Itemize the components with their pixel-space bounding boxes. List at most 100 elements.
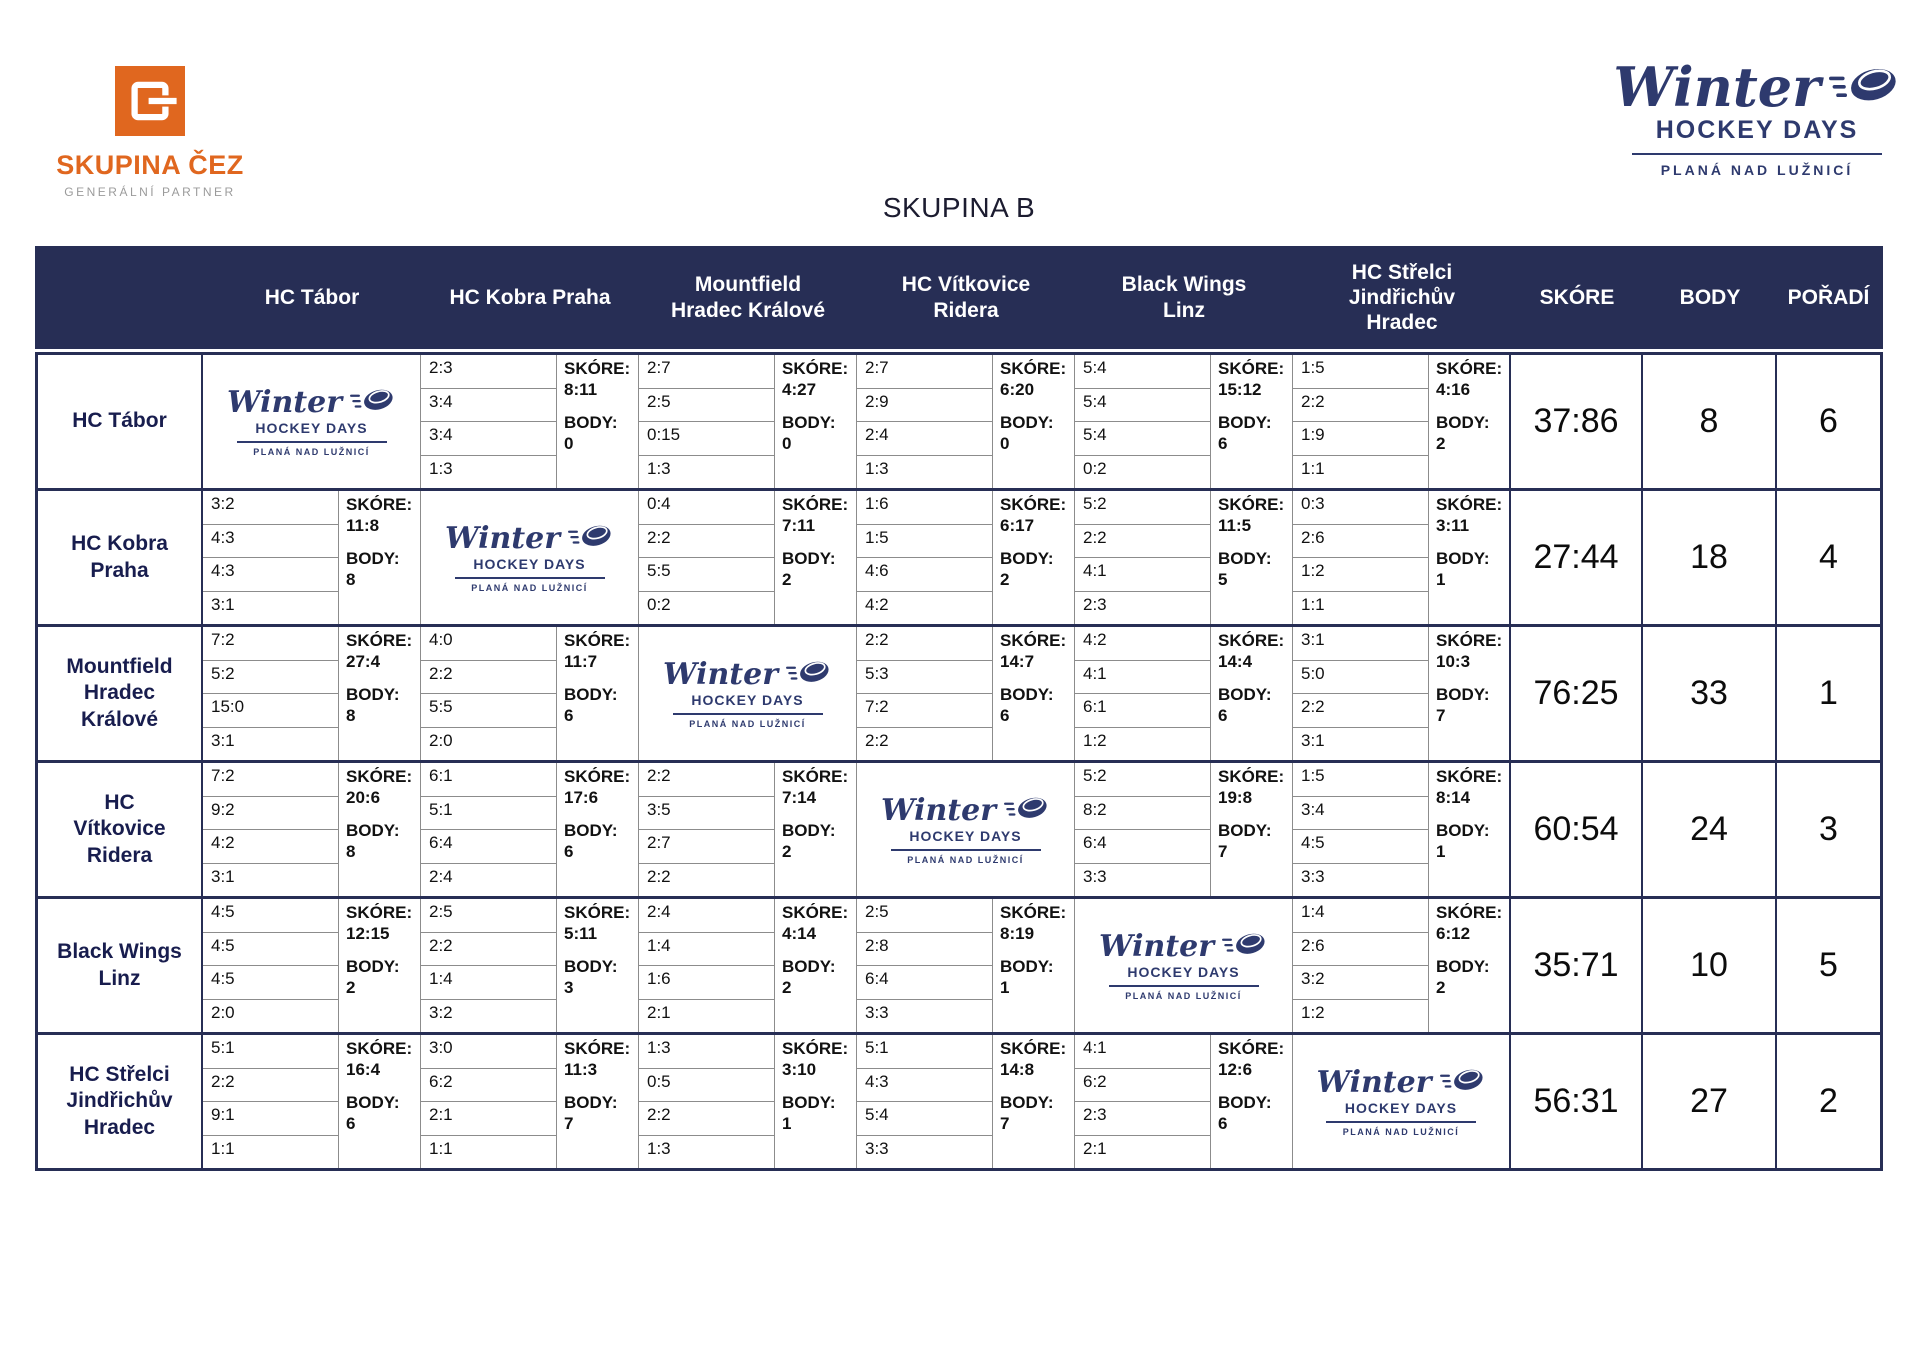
- hockey-days-label: HOCKEY DAYS: [909, 828, 1022, 845]
- score-label: SKÓRE:: [782, 1039, 849, 1058]
- score-label: SKÓRE:: [1218, 1039, 1285, 1058]
- matchup-cell: 3:1 5:0 2:2 3:1 SKÓRE: 10:3 BODY: 7: [1293, 627, 1511, 760]
- team-row-label: HC Střelci Jindřichův Hradec: [38, 1035, 203, 1168]
- points-value: 0: [564, 434, 574, 454]
- spacer: [1218, 1080, 1290, 1093]
- game-score: 5:2: [1075, 491, 1210, 525]
- points-label: BODY:: [782, 1093, 836, 1113]
- game-score: 2:5: [421, 899, 556, 933]
- game-score: 5:5: [421, 694, 556, 728]
- winter-script-label: Winter: [1098, 928, 1215, 964]
- score-body-box: SKÓRE: 4:16 BODY: 2: [1429, 355, 1509, 488]
- score-value: 11:5: [1218, 515, 1252, 535]
- event-logo: Winter HOCKEY DAYS PLANÁ NAD LUŽNICÍ: [1316, 1066, 1485, 1137]
- matchup-cell: 0:4 2:2 5:5 0:2 SKÓRE: 7:11 BODY: 2: [639, 491, 857, 624]
- game-score: 3:2: [429, 1002, 453, 1022]
- points-label: BODY:: [1218, 1093, 1272, 1113]
- logo-divider: [454, 577, 605, 579]
- spacer: [782, 400, 854, 413]
- rank-cell: 6: [1819, 402, 1838, 440]
- group-title: SKUPINA B: [882, 192, 1036, 223]
- location-label: PLANÁ NAD LUŽNICÍ: [253, 446, 370, 457]
- game-score: 2:4: [857, 422, 992, 456]
- game-score: 1:5: [857, 525, 992, 558]
- points-label: BODY:: [1436, 957, 1490, 977]
- game-list: 2:5 2:8 6:4 3:3: [857, 899, 993, 1032]
- score-label: SKÓRE:: [782, 903, 849, 922]
- score-label: SKÓRE:: [564, 631, 631, 650]
- event-logo-slot: Winter HOCKEY DAYS PLANÁ NAD LUŽNICÍ: [1613, 60, 1896, 178]
- matchup-cell: 5:2 8:2 6:4 3:3 SKÓRE: 19:8 BODY: 7: [1075, 763, 1293, 896]
- winter-script-label: Winter: [444, 520, 561, 556]
- score-body-box: SKÓRE: 3:11 BODY: 1: [1429, 491, 1509, 624]
- game-score: 1:3: [647, 458, 671, 478]
- game-score: 4:3: [857, 1069, 992, 1102]
- game-score: 4:3: [203, 558, 338, 592]
- spacer: [1218, 400, 1290, 413]
- score-label: SKÓRE:: [1000, 495, 1067, 514]
- winter-script-label: Winter: [226, 384, 343, 420]
- game-score: 1:1: [429, 1138, 453, 1158]
- score-body-box: SKÓRE: 6:20 BODY: 0: [993, 355, 1074, 488]
- event-logo-top: Winter: [1316, 1066, 1485, 1099]
- game-list: 1:5 3:4 4:5 3:3: [1293, 763, 1429, 896]
- game-list: 5:4 5:4 5:4 0:2: [1075, 355, 1211, 488]
- matchup-cell: 1:5 2:2 1:9 1:1 SKÓRE: 4:16 BODY: 2: [1293, 355, 1511, 488]
- event-logo: Winter HOCKEY DAYS PLANÁ NAD LUŽNICÍ: [445, 522, 614, 593]
- spacer: [564, 672, 636, 685]
- points-label: BODY:: [782, 549, 836, 569]
- points-value: 2: [782, 978, 792, 998]
- puck-icon: [1222, 930, 1268, 963]
- sponsor-subtitle: GENERÁLNÍ PARTNER: [64, 185, 236, 199]
- matchup-cell: 5:1 4:3 5:4 3:3 SKÓRE: 14:8 BODY: 7: [857, 1035, 1075, 1168]
- self-logo-cell: Winter HOCKEY DAYS PLANÁ NAD LUŽNICÍ: [639, 627, 857, 760]
- score-value: 7:11: [782, 515, 816, 535]
- score-label: SKÓRE:: [1436, 903, 1503, 922]
- score-label: SKÓRE:: [564, 359, 631, 378]
- rank-cell: 1: [1819, 674, 1838, 712]
- points-label: BODY:: [1436, 549, 1490, 569]
- points-label: BODY:: [1436, 413, 1490, 433]
- logo-divider: [672, 713, 823, 715]
- points-value: 7: [564, 1114, 574, 1134]
- game-score: 2:7: [639, 830, 774, 864]
- game-score: 2:4: [639, 899, 774, 933]
- game-score: 1:5: [1293, 355, 1428, 389]
- game-score: 2:9: [857, 389, 992, 422]
- total-points-cell: 8: [1643, 355, 1777, 488]
- score-label: SKÓRE:: [346, 631, 413, 650]
- game-list: 1:5 2:2 1:9 1:1: [1293, 355, 1429, 488]
- team-row: HC Vítkovice Ridera 7:2 9:2 4:2 3:1 SKÓRE: 20:…: [38, 763, 1880, 899]
- game-score: 2:5: [857, 899, 992, 933]
- game-list: 2:3 3:4 3:4 1:3: [421, 355, 557, 488]
- score-label: SKÓRE:: [564, 1039, 631, 1058]
- game-list: 4:5 4:5 4:5 2:0: [203, 899, 339, 1032]
- spacer: [346, 672, 418, 685]
- game-list: 2:2 5:3 7:2 2:2: [857, 627, 993, 760]
- score-label: SKÓRE:: [564, 903, 631, 922]
- points-label: BODY:: [1000, 413, 1054, 433]
- game-score: 5:4: [857, 1102, 992, 1136]
- game-score: 6:4: [421, 830, 556, 864]
- points-value: 8: [346, 842, 356, 862]
- game-score: 4:2: [1075, 627, 1210, 661]
- matchup-cell: 3:2 4:3 4:3 3:1 SKÓRE: 11:8 BODY: 8: [203, 491, 421, 624]
- game-score: 2:7: [639, 355, 774, 389]
- game-score: 2:2: [1293, 694, 1428, 728]
- spacer: [1436, 944, 1507, 957]
- spacer: [564, 944, 636, 957]
- game-score: 3:3: [1301, 866, 1325, 886]
- game-list: 5:1 4:3 5:4 3:3: [857, 1035, 993, 1168]
- game-score: 1:1: [1301, 458, 1325, 478]
- sponsor-brand: SKUPINA ČEZ: [56, 150, 244, 180]
- points-label: BODY:: [1218, 549, 1272, 569]
- game-score: 2:2: [639, 1102, 774, 1136]
- score-body-box: SKÓRE: 8:19 BODY: 1: [993, 899, 1074, 1032]
- game-list: 5:2 2:2 4:1 2:3: [1075, 491, 1211, 624]
- score-body-box: SKÓRE: 16:4 BODY: 6: [339, 1035, 420, 1168]
- game-score: 2:2: [647, 866, 671, 886]
- game-score: 2:2: [857, 627, 992, 661]
- game-score: 9:1: [203, 1102, 338, 1136]
- points-label: BODY:: [564, 685, 618, 705]
- score-value: 27:4: [346, 651, 381, 671]
